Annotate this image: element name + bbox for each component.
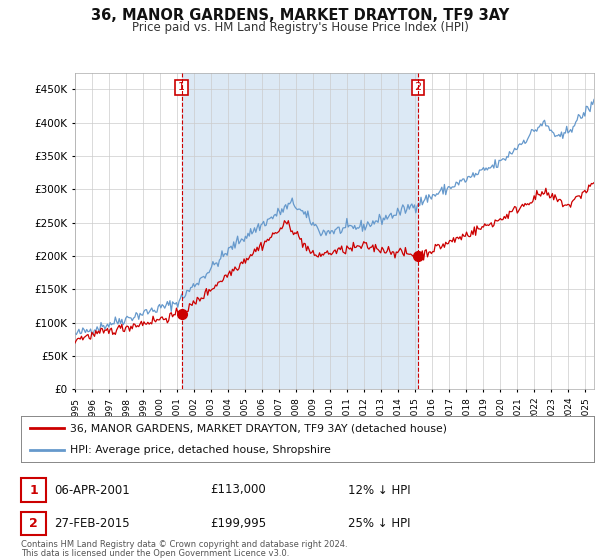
Text: £113,000: £113,000 [210, 483, 266, 497]
Text: HPI: Average price, detached house, Shropshire: HPI: Average price, detached house, Shro… [70, 445, 331, 455]
Text: 27-FEB-2015: 27-FEB-2015 [54, 517, 130, 530]
Text: 25% ↓ HPI: 25% ↓ HPI [348, 517, 410, 530]
Text: Contains HM Land Registry data © Crown copyright and database right 2024.: Contains HM Land Registry data © Crown c… [21, 540, 347, 549]
Text: Price paid vs. HM Land Registry's House Price Index (HPI): Price paid vs. HM Land Registry's House … [131, 21, 469, 34]
Text: 2: 2 [415, 82, 422, 92]
Text: This data is licensed under the Open Government Licence v3.0.: This data is licensed under the Open Gov… [21, 549, 289, 558]
Bar [182, 73, 418, 389]
Text: 2: 2 [29, 517, 38, 530]
Text: 1: 1 [178, 82, 185, 92]
Text: 12% ↓ HPI: 12% ↓ HPI [348, 483, 410, 497]
Text: 06-APR-2001: 06-APR-2001 [54, 483, 130, 497]
Text: 36, MANOR GARDENS, MARKET DRAYTON, TF9 3AY: 36, MANOR GARDENS, MARKET DRAYTON, TF9 3… [91, 8, 509, 24]
Text: 1: 1 [29, 483, 38, 497]
Text: 36, MANOR GARDENS, MARKET DRAYTON, TF9 3AY (detached house): 36, MANOR GARDENS, MARKET DRAYTON, TF9 3… [70, 423, 447, 433]
Text: £199,995: £199,995 [210, 517, 266, 530]
